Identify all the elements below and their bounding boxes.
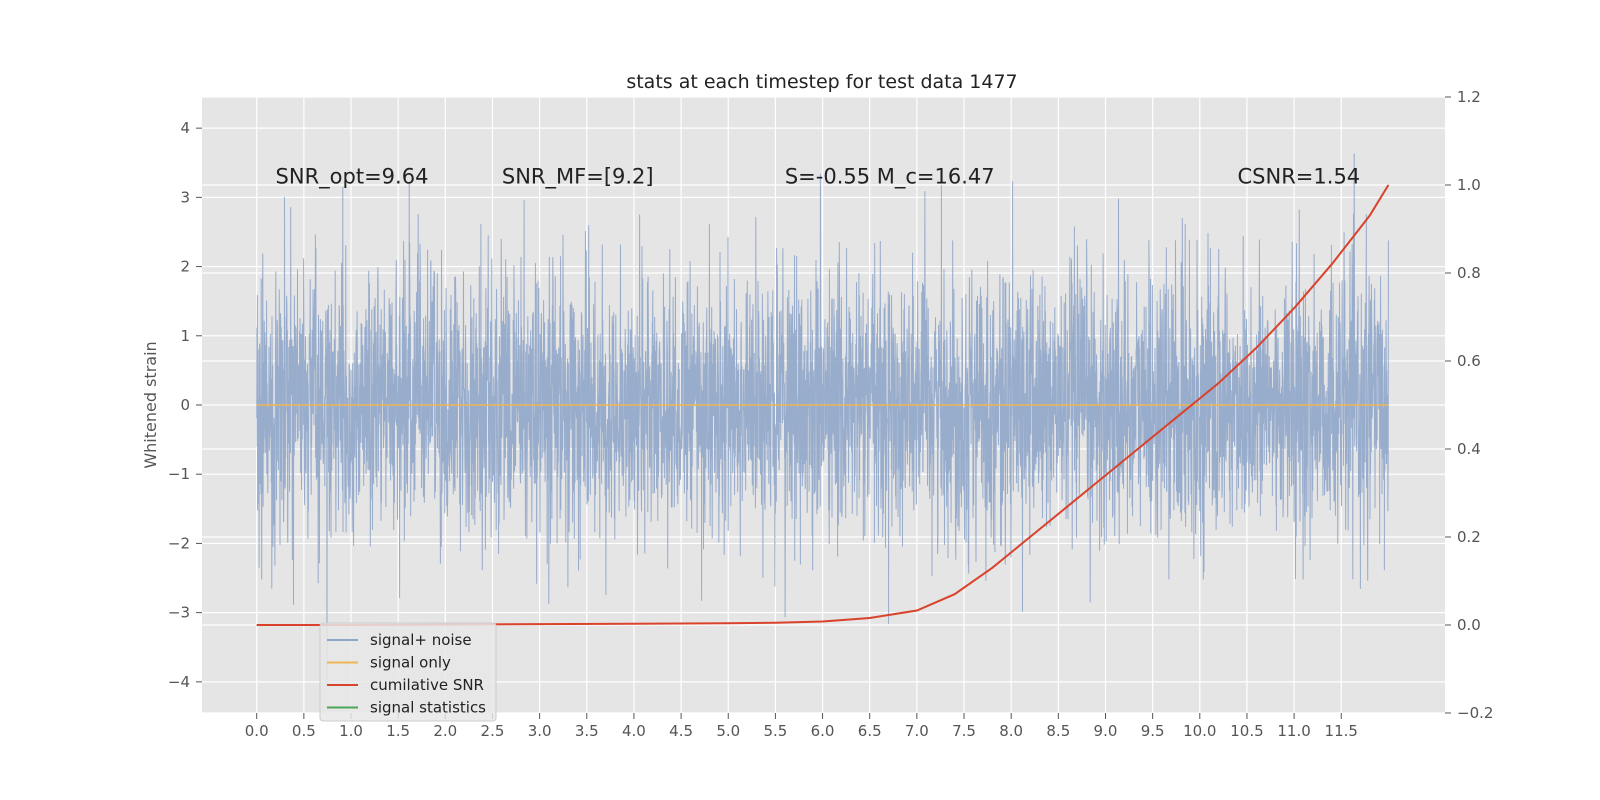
cumulative-snr-series [256,184,1390,626]
annotation-text: SNR_opt=9.64 [276,165,429,190]
x-tick-label: 9.5 [1141,722,1165,740]
signal-noise-line [256,153,1389,686]
x-tick-label: 6.0 [811,722,835,740]
x-tick-label: 10.0 [1183,722,1216,740]
legend-label: cumilative SNR [370,676,484,694]
y-tick-label: 2 [180,258,190,276]
x-tick-label: 9.0 [1094,722,1118,740]
annotation-text: S=-0.55 M_c=16.47 [785,165,995,190]
legend-label: signal+ noise [370,631,472,649]
annotation-text: SNR_MF=[9.2] [502,165,654,190]
annotation-text: CSNR=1.54 [1238,165,1361,189]
x-tick-label: 4.0 [622,722,646,740]
x-tick-label: 5.5 [763,722,787,740]
x-tick-label: 0.5 [292,722,316,740]
y-axis: −4 −3 −2 −1 0 1 2 3 4 [168,119,202,691]
signal-noise-series [256,153,1389,686]
x-tick-label: 5.0 [716,722,740,740]
legend-label: signal statistics [370,699,486,717]
y-tick-label: 0 [180,396,190,414]
x-tick-label: 3.5 [575,722,599,740]
y-tick-label: −4 [168,673,190,691]
legend: signal+ noise signal only cumilative SNR si… [319,622,497,722]
y2-tick-label: 0.8 [1457,264,1481,282]
y-tick-label: 1 [180,327,190,345]
x-tick-label: 1.0 [339,722,363,740]
legend-label: signal only [370,654,451,672]
x-tick-label: 7.0 [905,722,929,740]
y2-tick-label: 0.6 [1457,352,1481,370]
y2-tick-label: 1.2 [1457,88,1481,106]
x-tick-label: 11.5 [1325,722,1358,740]
y2-tick-label: 0.2 [1457,528,1481,546]
y-tick-label: −2 [168,534,190,552]
x-tick-label: 0.0 [245,722,269,740]
x-tick-label: 7.5 [952,722,976,740]
cumulative-snr-line [256,184,1390,626]
x-tick-label: 10.5 [1230,722,1263,740]
y-tick-label: 4 [180,119,190,137]
x-tick-label: 3.0 [528,722,552,740]
annotations: SNR_opt=9.64 SNR_MF=[9.2] S=-0.55 M_c=16.4… [276,165,1361,190]
x-axis: 0.0 0.5 1.0 1.5 2.0 2.5 3.0 3.5 4.0 4.5 5.0 5.5 6.0 6… [245,713,1358,740]
chart-title: stats at each timestep for test data 147… [626,71,1017,93]
y-axis-label: Whitened strain [141,341,160,468]
y2-axis: −0.2 0.0 0.2 0.4 0.6 0.8 1.0 1.2 [1445,88,1493,722]
x-tick-label: 6.5 [858,722,882,740]
y2-tick-label: 0.0 [1457,616,1481,634]
y-tick-label: −3 [168,604,190,622]
y2-tick-label: 1.0 [1457,176,1481,194]
x-tick-label: 11.0 [1277,722,1310,740]
y2-tick-label: 0.4 [1457,440,1481,458]
y-tick-label: 3 [180,188,190,206]
x-tick-label: 8.0 [999,722,1023,740]
x-tick-label: 8.5 [1046,722,1070,740]
x-tick-label: 2.5 [481,722,505,740]
legend-box [319,622,497,722]
x-tick-label: 4.5 [669,722,693,740]
x-tick-label: 2.0 [433,722,457,740]
y2-tick-label: −0.2 [1457,704,1493,722]
y-tick-label: −1 [168,465,190,483]
x-tick-label: 1.5 [386,722,410,740]
